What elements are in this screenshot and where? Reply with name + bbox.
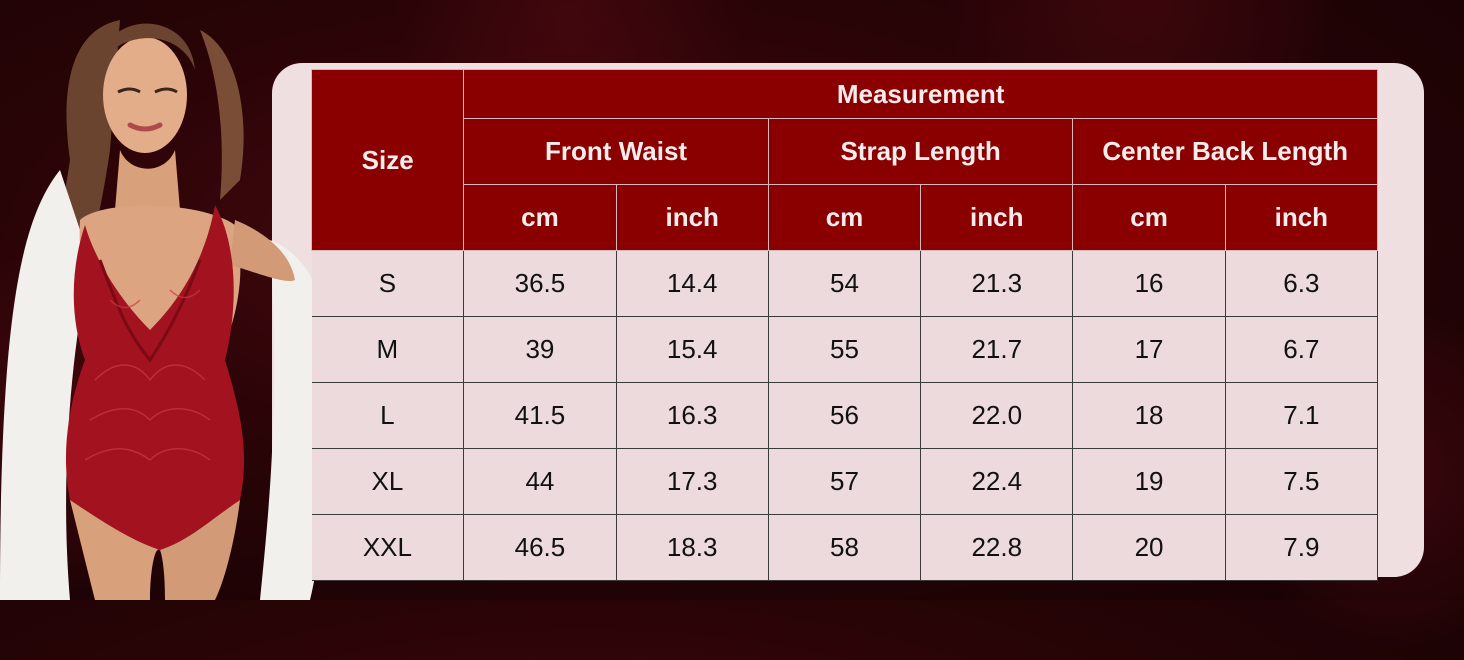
size-cell: S <box>311 250 465 317</box>
table-cell: 46.5 <box>463 514 617 581</box>
table-cell: 20 <box>1072 514 1226 581</box>
table-cell: 6.7 <box>1224 316 1379 383</box>
table-cell: 7.5 <box>1224 448 1379 515</box>
model-photo <box>0 20 331 600</box>
table-cell: 21.7 <box>920 316 1074 383</box>
size-cell: XL <box>311 448 465 515</box>
size-cell: M <box>311 316 465 383</box>
unit-header-cm: cm <box>463 184 617 251</box>
table-cell: 17 <box>1072 316 1226 383</box>
strap-length-header: Strap Length <box>767 118 1074 185</box>
table-cell: 7.1 <box>1224 382 1379 449</box>
front-waist-header: Front Waist <box>463 118 769 185</box>
table-cell: 39 <box>463 316 617 383</box>
size-chart-table: Size Measurement Front Waist Strap Lengt… <box>310 69 1379 581</box>
table-row: XL 44 17.3 57 22.4 19 7.5 <box>311 448 1379 515</box>
table-cell: 58 <box>767 514 922 581</box>
unit-header-inch: inch <box>1224 184 1379 251</box>
table-cell: 44 <box>463 448 617 515</box>
table-cell: 41.5 <box>463 382 617 449</box>
table-cell: 22.0 <box>920 382 1074 449</box>
table-cell: 18.3 <box>615 514 769 581</box>
table-cell: 16.3 <box>615 382 769 449</box>
unit-header-cm: cm <box>767 184 922 251</box>
unit-header-cm: cm <box>1072 184 1226 251</box>
table-cell: 14.4 <box>615 250 769 317</box>
table-cell: 56 <box>767 382 922 449</box>
table-cell: 15.4 <box>615 316 769 383</box>
size-cell: L <box>311 382 465 449</box>
table-cell: 6.3 <box>1224 250 1379 317</box>
table-row: M 39 15.4 55 21.7 17 6.7 <box>311 316 1379 383</box>
size-column-header: Size <box>310 69 465 251</box>
center-back-length-header: Center Back Length <box>1072 118 1378 185</box>
size-cell: XXL <box>311 514 465 581</box>
table-cell: 19 <box>1072 448 1226 515</box>
unit-header-inch: inch <box>615 184 769 251</box>
table-cell: 22.4 <box>920 448 1074 515</box>
table-cell: 18 <box>1072 382 1226 449</box>
table-cell: 36.5 <box>463 250 617 317</box>
table-cell: 16 <box>1072 250 1226 317</box>
table-cell: 17.3 <box>615 448 769 515</box>
table-cell: 7.9 <box>1224 514 1379 581</box>
table-cell: 22.8 <box>920 514 1074 581</box>
table-row: L 41.5 16.3 56 22.0 18 7.1 <box>311 382 1379 449</box>
table-cell: 54 <box>767 250 922 317</box>
measurement-header: Measurement <box>463 69 1378 119</box>
table-cell: 57 <box>767 448 922 515</box>
table-row: S 36.5 14.4 54 21.3 16 6.3 <box>311 250 1379 317</box>
table-cell: 55 <box>767 316 922 383</box>
table-cell: 21.3 <box>920 250 1074 317</box>
table-row: XXL 46.5 18.3 58 22.8 20 7.9 <box>311 514 1379 581</box>
unit-header-inch: inch <box>920 184 1074 251</box>
